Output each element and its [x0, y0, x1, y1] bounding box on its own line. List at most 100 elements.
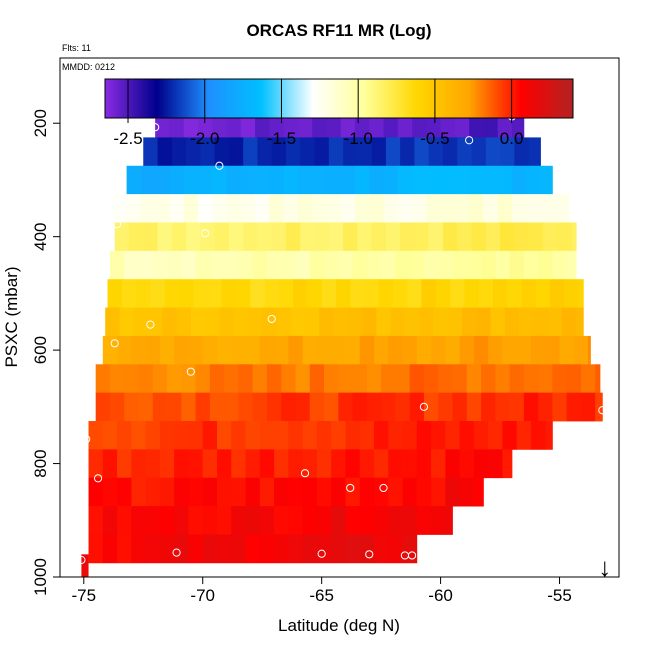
heatmap-cell	[326, 165, 342, 195]
heatmap-cell	[402, 335, 418, 365]
heatmap-cell	[488, 449, 503, 479]
heatmap-cell	[366, 250, 382, 280]
heatmap-cell	[331, 477, 346, 507]
heatmap-cell	[554, 194, 570, 223]
heatmap-cell	[259, 506, 275, 535]
heatmap-cell	[131, 506, 147, 535]
heatmap-cell	[319, 307, 334, 337]
heatmap-cell	[300, 137, 315, 167]
colorbar-tick-label: -0.5	[420, 129, 449, 148]
heatmap-cell	[257, 137, 273, 167]
heatmap-cell	[200, 222, 216, 252]
heatmap-cell	[309, 364, 325, 394]
heatmap-cell	[255, 165, 270, 195]
sample-point	[186, 367, 195, 376]
heatmap-cell	[188, 534, 204, 564]
heatmap-cell	[188, 449, 204, 479]
heatmap-cell	[245, 335, 261, 365]
heatmap-cell	[259, 449, 275, 479]
sample-point	[82, 435, 91, 444]
heatmap-cell	[231, 506, 246, 535]
heatmap-cell	[457, 222, 472, 252]
heatmap-cell	[271, 222, 287, 252]
heatmap-cell	[345, 534, 361, 564]
heatmap-cell	[354, 194, 370, 223]
heatmap-cell	[428, 222, 444, 252]
heatmap-cell	[388, 421, 403, 450]
heatmap-cell	[381, 364, 396, 394]
heatmap-cell	[274, 506, 289, 535]
heatmap-cell	[145, 421, 161, 450]
sample-point	[419, 402, 429, 411]
heatmap-cell	[395, 250, 411, 280]
heatmap-cell	[350, 279, 365, 308]
heatmap-cell	[95, 364, 111, 394]
heatmap-cell	[109, 250, 125, 280]
heatmap-cell	[497, 194, 513, 223]
heatmap-cell	[561, 307, 577, 337]
heatmap-cell	[195, 250, 211, 280]
heatmap-cell	[126, 194, 142, 223]
heatmap-cell	[214, 137, 230, 167]
heatmap-cell	[426, 194, 441, 223]
heatmap-cell	[416, 506, 432, 535]
heatmap-cell	[507, 279, 522, 308]
heatmap-cell	[445, 421, 461, 450]
heatmap-cell	[276, 307, 292, 337]
heatmap-cell	[131, 477, 147, 507]
heatmap-cell	[395, 392, 411, 422]
heatmap-cell	[388, 335, 403, 365]
heatmap-cell	[440, 165, 456, 195]
heatmap-cell	[431, 421, 446, 450]
heatmap-cell	[293, 279, 308, 308]
heatmap-cell	[307, 279, 323, 308]
heatmap-cell	[324, 392, 339, 422]
heatmap-cell	[473, 335, 489, 365]
heatmap-cell	[338, 392, 353, 422]
heatmap-cell	[157, 222, 173, 252]
heatmap-cell	[404, 307, 420, 337]
x-tick-label: -55	[547, 586, 572, 605]
heatmap-cell	[540, 165, 553, 195]
heatmap-cell	[288, 421, 304, 450]
heatmap-cell	[580, 392, 596, 422]
heatmap-cell	[447, 307, 463, 337]
heatmap-cell	[476, 307, 491, 337]
heatmap-cell	[231, 421, 246, 450]
heatmap-cell	[236, 279, 251, 308]
heatmap-cell	[523, 364, 539, 394]
heatmap-cell	[285, 222, 301, 252]
heatmap-cell	[202, 335, 218, 365]
sample-point	[146, 320, 155, 329]
heatmap-cell	[359, 335, 375, 365]
heatmap-cell	[459, 477, 475, 507]
heatmap-cell	[466, 364, 482, 394]
heatmap-cell	[131, 449, 147, 479]
x-tick-label: -70	[190, 586, 215, 605]
heatmap-cell	[109, 364, 125, 394]
heatmap-cell	[174, 335, 189, 365]
heatmap-cell	[412, 165, 427, 195]
heatmap-cell	[216, 534, 232, 564]
heatmap-cell	[140, 194, 156, 223]
sample-point	[300, 469, 310, 478]
y-axis-title: PSXC (mbar)	[2, 266, 21, 367]
heatmap-cell	[274, 477, 289, 507]
heatmap-cell	[545, 421, 553, 450]
heatmap-cell	[300, 222, 315, 252]
heatmap-cell	[409, 392, 425, 422]
heatmap-cell	[288, 335, 304, 365]
heatmap-cell	[140, 165, 156, 195]
heatmap-cell	[373, 477, 389, 507]
heatmap-cell	[466, 392, 482, 422]
heatmap-cell	[195, 364, 211, 394]
heatmap-cell	[209, 364, 225, 394]
heatmap-cell	[162, 307, 177, 337]
heatmap-cell	[331, 506, 346, 535]
heatmap-cell	[352, 364, 368, 394]
heatmap-cell	[283, 194, 299, 223]
heatmap-cell	[281, 364, 296, 394]
heatmap-cell	[295, 364, 311, 394]
heatmap-cell	[362, 307, 377, 337]
heatmap-cell	[538, 250, 553, 280]
